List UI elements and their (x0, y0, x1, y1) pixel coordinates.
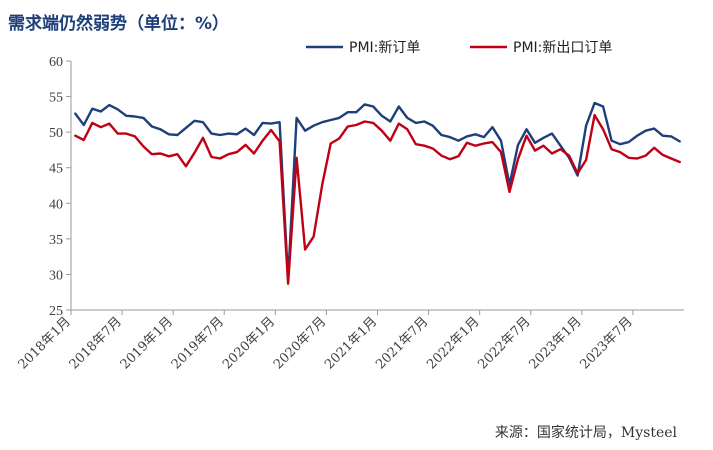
x-tick-label: 2022年7月 (475, 314, 533, 372)
x-tick-label: 2019年1月 (118, 314, 176, 372)
y-tick-label: 60 (49, 55, 63, 70)
x-tick-label: 2020年7月 (271, 314, 329, 372)
source-note: 来源：国家统计局，Mysteel (495, 424, 678, 441)
x-tick-label: 2023年1月 (526, 314, 584, 372)
x-tick-label: 2019年7月 (169, 314, 227, 372)
legend-label-new-orders: PMI:新订单 (349, 40, 420, 56)
x-tick-label: 2020年1月 (220, 314, 278, 372)
chart-title: 需求端仍然弱势（单位：%） (8, 13, 229, 34)
series-line-new-export-orders (74, 113, 681, 285)
x-tick-label: 2022年1月 (424, 314, 482, 372)
y-tick-label: 40 (49, 197, 63, 212)
x-tick-label: 2021年1月 (322, 314, 380, 372)
legend-label-new-export-orders: PMI:新出口订单 (513, 40, 612, 56)
y-tick-label: 25 (49, 304, 63, 319)
y-tick-label: 55 (49, 91, 63, 106)
x-axis: 2018年1月2018年7月2019年1月2019年7月2020年1月2020年… (16, 309, 684, 372)
y-tick-label: 50 (49, 126, 63, 141)
x-tick-label: 2018年7月 (67, 314, 125, 372)
x-tick-label: 2018年1月 (16, 314, 74, 372)
legend: PMI:新订单 PMI:新出口订单 (306, 40, 612, 56)
plot-lines (74, 101, 681, 285)
y-tick-label: 30 (49, 268, 63, 283)
x-tick-label: 2021年7月 (373, 314, 431, 372)
x-tick-label: 2023年7月 (578, 314, 636, 372)
y-tick-label: 35 (49, 233, 63, 248)
series-line-new-orders (74, 101, 681, 281)
y-tick-label: 45 (49, 162, 63, 177)
y-axis: 25 30 35 40 45 50 55 60 (49, 55, 72, 319)
